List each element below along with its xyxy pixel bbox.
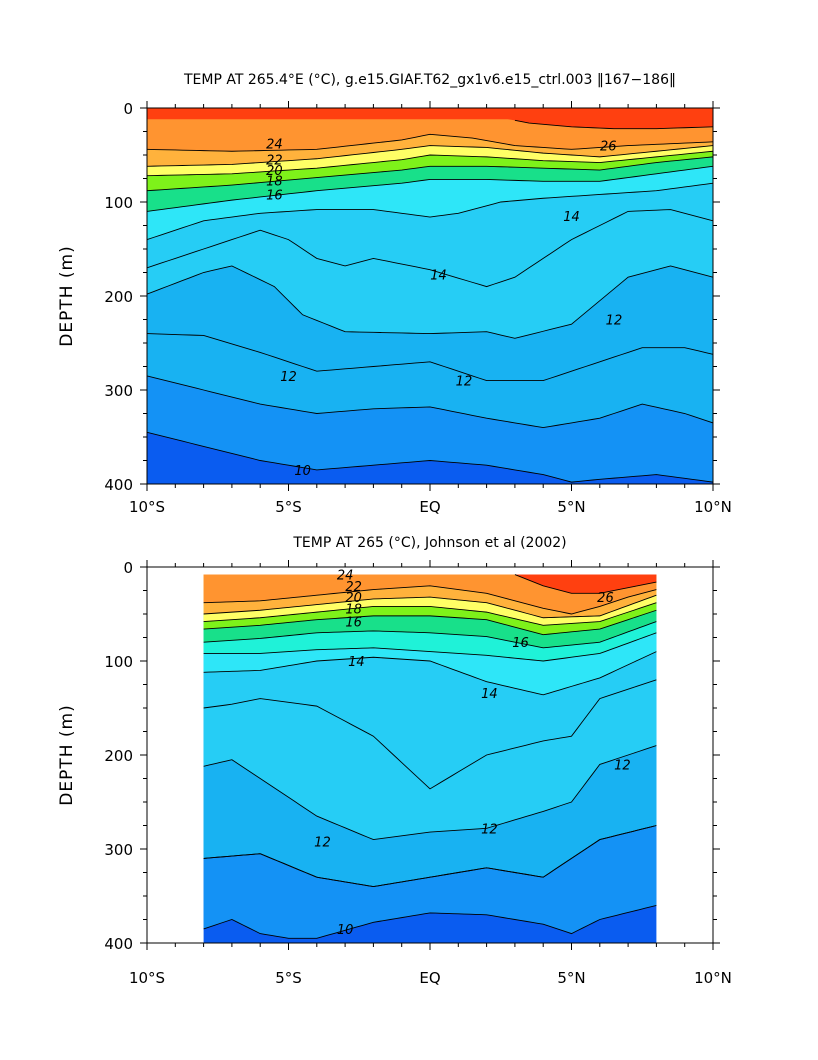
y-tick-label: 400 (104, 476, 133, 494)
isotherm-line (203, 745, 657, 841)
isotherm-line (203, 621, 657, 649)
isotherm-line (147, 265, 713, 339)
contour-label: 24 (266, 138, 283, 153)
x-tick-label: 10°S (129, 969, 165, 987)
contour-label: 12 (456, 375, 473, 390)
y-tick-label: 300 (104, 841, 133, 859)
contour-label: 22 (266, 154, 283, 169)
isotherm-line (147, 150, 713, 177)
contour-label: 14 (348, 655, 365, 670)
x-tick-label: 5°S (275, 498, 302, 516)
contour-label: 10 (294, 464, 311, 479)
isotherm-line (203, 602, 657, 626)
isotherm-line (147, 209, 713, 288)
contour-label: 10 (337, 923, 354, 938)
x-tick-label: 5°N (557, 969, 585, 987)
isotherm-line (203, 585, 657, 615)
x-tick-label: 10°S (129, 498, 165, 516)
contour-label: 20 (266, 164, 283, 179)
isotherm-line (147, 156, 713, 192)
y-tick-label: 400 (104, 935, 133, 953)
isotherm-line (514, 119, 713, 130)
x-tick-label: 10°N (694, 969, 732, 987)
chart-title: TEMP AT 265.4°E (°C), g.e15.GIAF.T62_gx1… (183, 72, 676, 88)
x-tick-label: EQ (419, 969, 440, 987)
isotherm-line (147, 145, 713, 167)
isotherm-line (514, 574, 657, 594)
y-tick-label: 300 (104, 382, 133, 400)
contour-label: 16 (512, 636, 529, 651)
isotherm-line (203, 904, 657, 939)
x-tick-label: 10°N (694, 498, 732, 516)
y-tick-label: 100 (104, 653, 133, 671)
band-fill (203, 574, 657, 594)
y-tick-label: 200 (104, 747, 133, 765)
contour-label: 12 (481, 822, 498, 837)
isotherm-line (203, 651, 657, 696)
contour-label: 14 (481, 687, 498, 702)
filled-contours (147, 108, 713, 484)
contour-label: 12 (314, 835, 331, 850)
x-tick-label: 5°N (557, 498, 585, 516)
contour-label: 12 (614, 758, 631, 773)
y-axis-label: DEPTH (m) (57, 704, 77, 805)
contour-label: 14 (430, 268, 447, 283)
contour-label: 18 (345, 602, 362, 617)
contour-label: 16 (345, 616, 362, 631)
isotherm-line (203, 594, 657, 619)
isotherm-line (147, 182, 713, 241)
contour-label: 26 (600, 140, 617, 155)
band-fill (147, 108, 713, 129)
model-temperature-panel: TEMP AT 265.4°E (°C), g.e15.GIAF.T62_gx1… (57, 72, 732, 516)
observed-temperature-panel: TEMP AT 265 (°C), Johnson et al (2002) DE… (57, 535, 732, 987)
filled-contours (203, 574, 657, 943)
isotherm-line (147, 165, 713, 212)
x-tick-label: EQ (419, 498, 440, 516)
y-axis-label: DEPTH (m) (57, 245, 77, 346)
contour-label: 20 (345, 591, 362, 606)
y-tick-label: 200 (104, 288, 133, 306)
contour-label: 16 (266, 188, 283, 203)
isotherm-line (147, 333, 713, 382)
contour-label: 12 (606, 314, 623, 329)
y-tick-label: 100 (104, 194, 133, 212)
contour-label: 22 (345, 580, 362, 595)
isotherm-line (147, 431, 713, 483)
isotherm-line (203, 679, 657, 790)
contour-lines (147, 119, 713, 483)
isotherm-line (147, 133, 713, 152)
y-tick-label: 0 (123, 100, 133, 118)
contour-label: 12 (280, 370, 297, 385)
isotherm-line (203, 632, 657, 662)
isotherm-line (203, 609, 657, 636)
contour-label: 14 (563, 210, 580, 225)
y-tick-label: 0 (123, 559, 133, 577)
contour-label: 18 (266, 174, 283, 189)
x-tick-label: 5°S (275, 969, 302, 987)
contour-lines (203, 574, 657, 939)
isotherm-line (147, 375, 713, 429)
contour-label: 26 (597, 591, 614, 606)
contour-label: 24 (337, 569, 354, 584)
chart-title: TEMP AT 265 (°C), Johnson et al (2002) (292, 535, 566, 551)
isotherm-line (203, 825, 657, 888)
